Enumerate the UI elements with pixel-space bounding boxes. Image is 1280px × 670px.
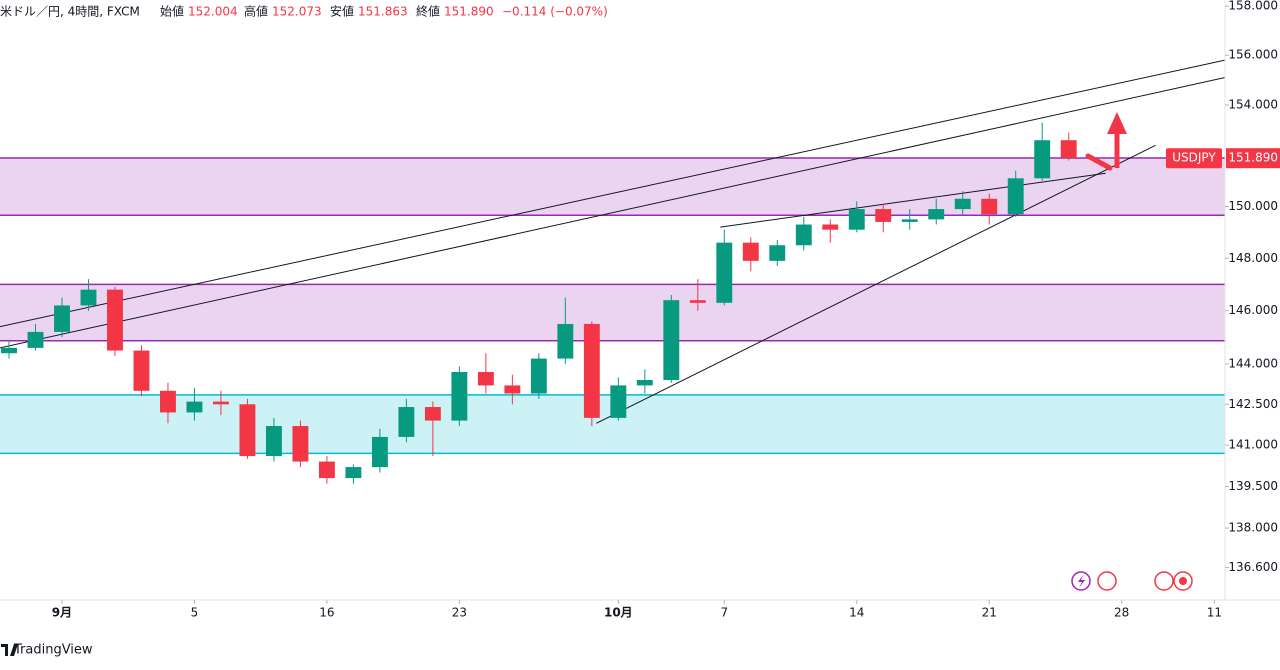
x-tick-label: 7 [720,606,728,620]
zone [0,284,1225,341]
low-label: 安値 [330,4,354,19]
x-tick-label: 23 [452,606,467,620]
candle-body [981,198,998,215]
arrow-annotation [1085,112,1127,171]
candle-body [875,209,892,222]
icon-lightning-glyph [1078,575,1085,588]
candle-body [689,300,706,303]
y-tick-label: 142.500 [1228,397,1278,411]
footer-logo: TradingView [1,643,93,658]
candle-body [477,371,494,386]
candle-body [663,300,680,381]
candle-body [371,436,388,468]
candle-body [398,407,415,437]
symbol-label: USDJPY [1172,151,1216,165]
icon-flag[interactable] [1154,571,1174,591]
x-tick-label: 16 [319,606,334,620]
arrow-stroke [1085,153,1113,171]
plot-area [0,59,1226,484]
candle-body [1007,178,1024,215]
candle-body [265,426,282,457]
x-tick-label: 21 [982,606,997,620]
candle-body [212,401,229,405]
candle-body [1034,140,1051,179]
candle-body [80,289,97,306]
close-value: 151.890 [444,5,494,19]
arrow-head [1107,112,1127,134]
close-label: 終値 [416,4,440,19]
candle-body [742,242,759,261]
candle-body [530,358,547,394]
y-tick-label: 148.000 [1228,251,1278,265]
candle-body [54,305,70,332]
y-tick-label: 141.000 [1228,438,1278,452]
candle-body [1,347,17,354]
trendline [720,172,1106,228]
open-value: 152.004 [188,5,238,19]
x-tick-label: 28 [1114,606,1129,620]
y-tick-label: 154.000 [1228,97,1278,111]
candle-body [557,323,574,359]
candle-body [160,390,176,413]
x-tick-label: 5 [191,606,199,620]
candle-body [848,209,865,230]
candle-body [583,323,600,418]
trendline [0,59,1226,328]
y-tick-label: 139.500 [1228,479,1278,493]
candle-body [345,467,362,479]
candle-body [1060,140,1077,159]
candle-body [716,242,733,303]
trendline [596,144,1156,424]
candle-body [27,331,44,348]
candle-body [239,404,256,457]
candle-body [186,401,203,413]
y-tick-label: 144.000 [1228,356,1278,370]
candle-body [928,209,945,220]
high-label: 高値 [244,4,268,19]
symbol-info: 米ドル／円, 4時間, FXCM [0,5,140,19]
candle-body [822,224,839,230]
last-price-label: 151.890 [1228,151,1278,165]
symbol-badge [1166,148,1222,169]
brand: TradingView [13,643,93,658]
candle-body [954,198,971,210]
y-tick-label: 150.000 [1228,199,1278,213]
high-value: 152.073 [272,5,322,19]
x-tick-label: 14 [849,606,864,620]
candle-body [769,245,786,261]
x-tick-label: 10月 [604,606,633,620]
candle-body [451,371,468,421]
candle-body [318,461,335,479]
trendline [0,77,1226,349]
candle-body [292,426,309,462]
low-value: 151.863 [358,5,408,19]
y-tick-label: 158.000 [1228,0,1278,13]
y-tick-label: 146.000 [1228,303,1278,317]
y-tick-label: 156.000 [1228,48,1278,62]
icon-flag[interactable] [1097,571,1117,591]
candle-body [107,289,123,351]
y-tick-label: 136.600 [1228,560,1278,574]
change-value: −0.114 (−0.07%) [502,5,608,19]
candle-body [795,224,812,246]
candle-body [901,219,918,222]
event-icons [1071,571,1193,591]
icon-event-dot [1179,577,1187,585]
candle-body [636,380,653,386]
open-label: 始値 [160,4,184,19]
candle-body [133,350,150,391]
x-tick-label: 9月 [52,606,72,620]
candle-body [504,385,521,394]
candle-body [424,407,441,421]
last-price-badge [1226,148,1280,169]
logo-mark [1,644,18,656]
x-tick-label: 11 [1207,606,1222,620]
y-tick-label: 138.000 [1228,521,1278,535]
candle-body [610,385,627,418]
